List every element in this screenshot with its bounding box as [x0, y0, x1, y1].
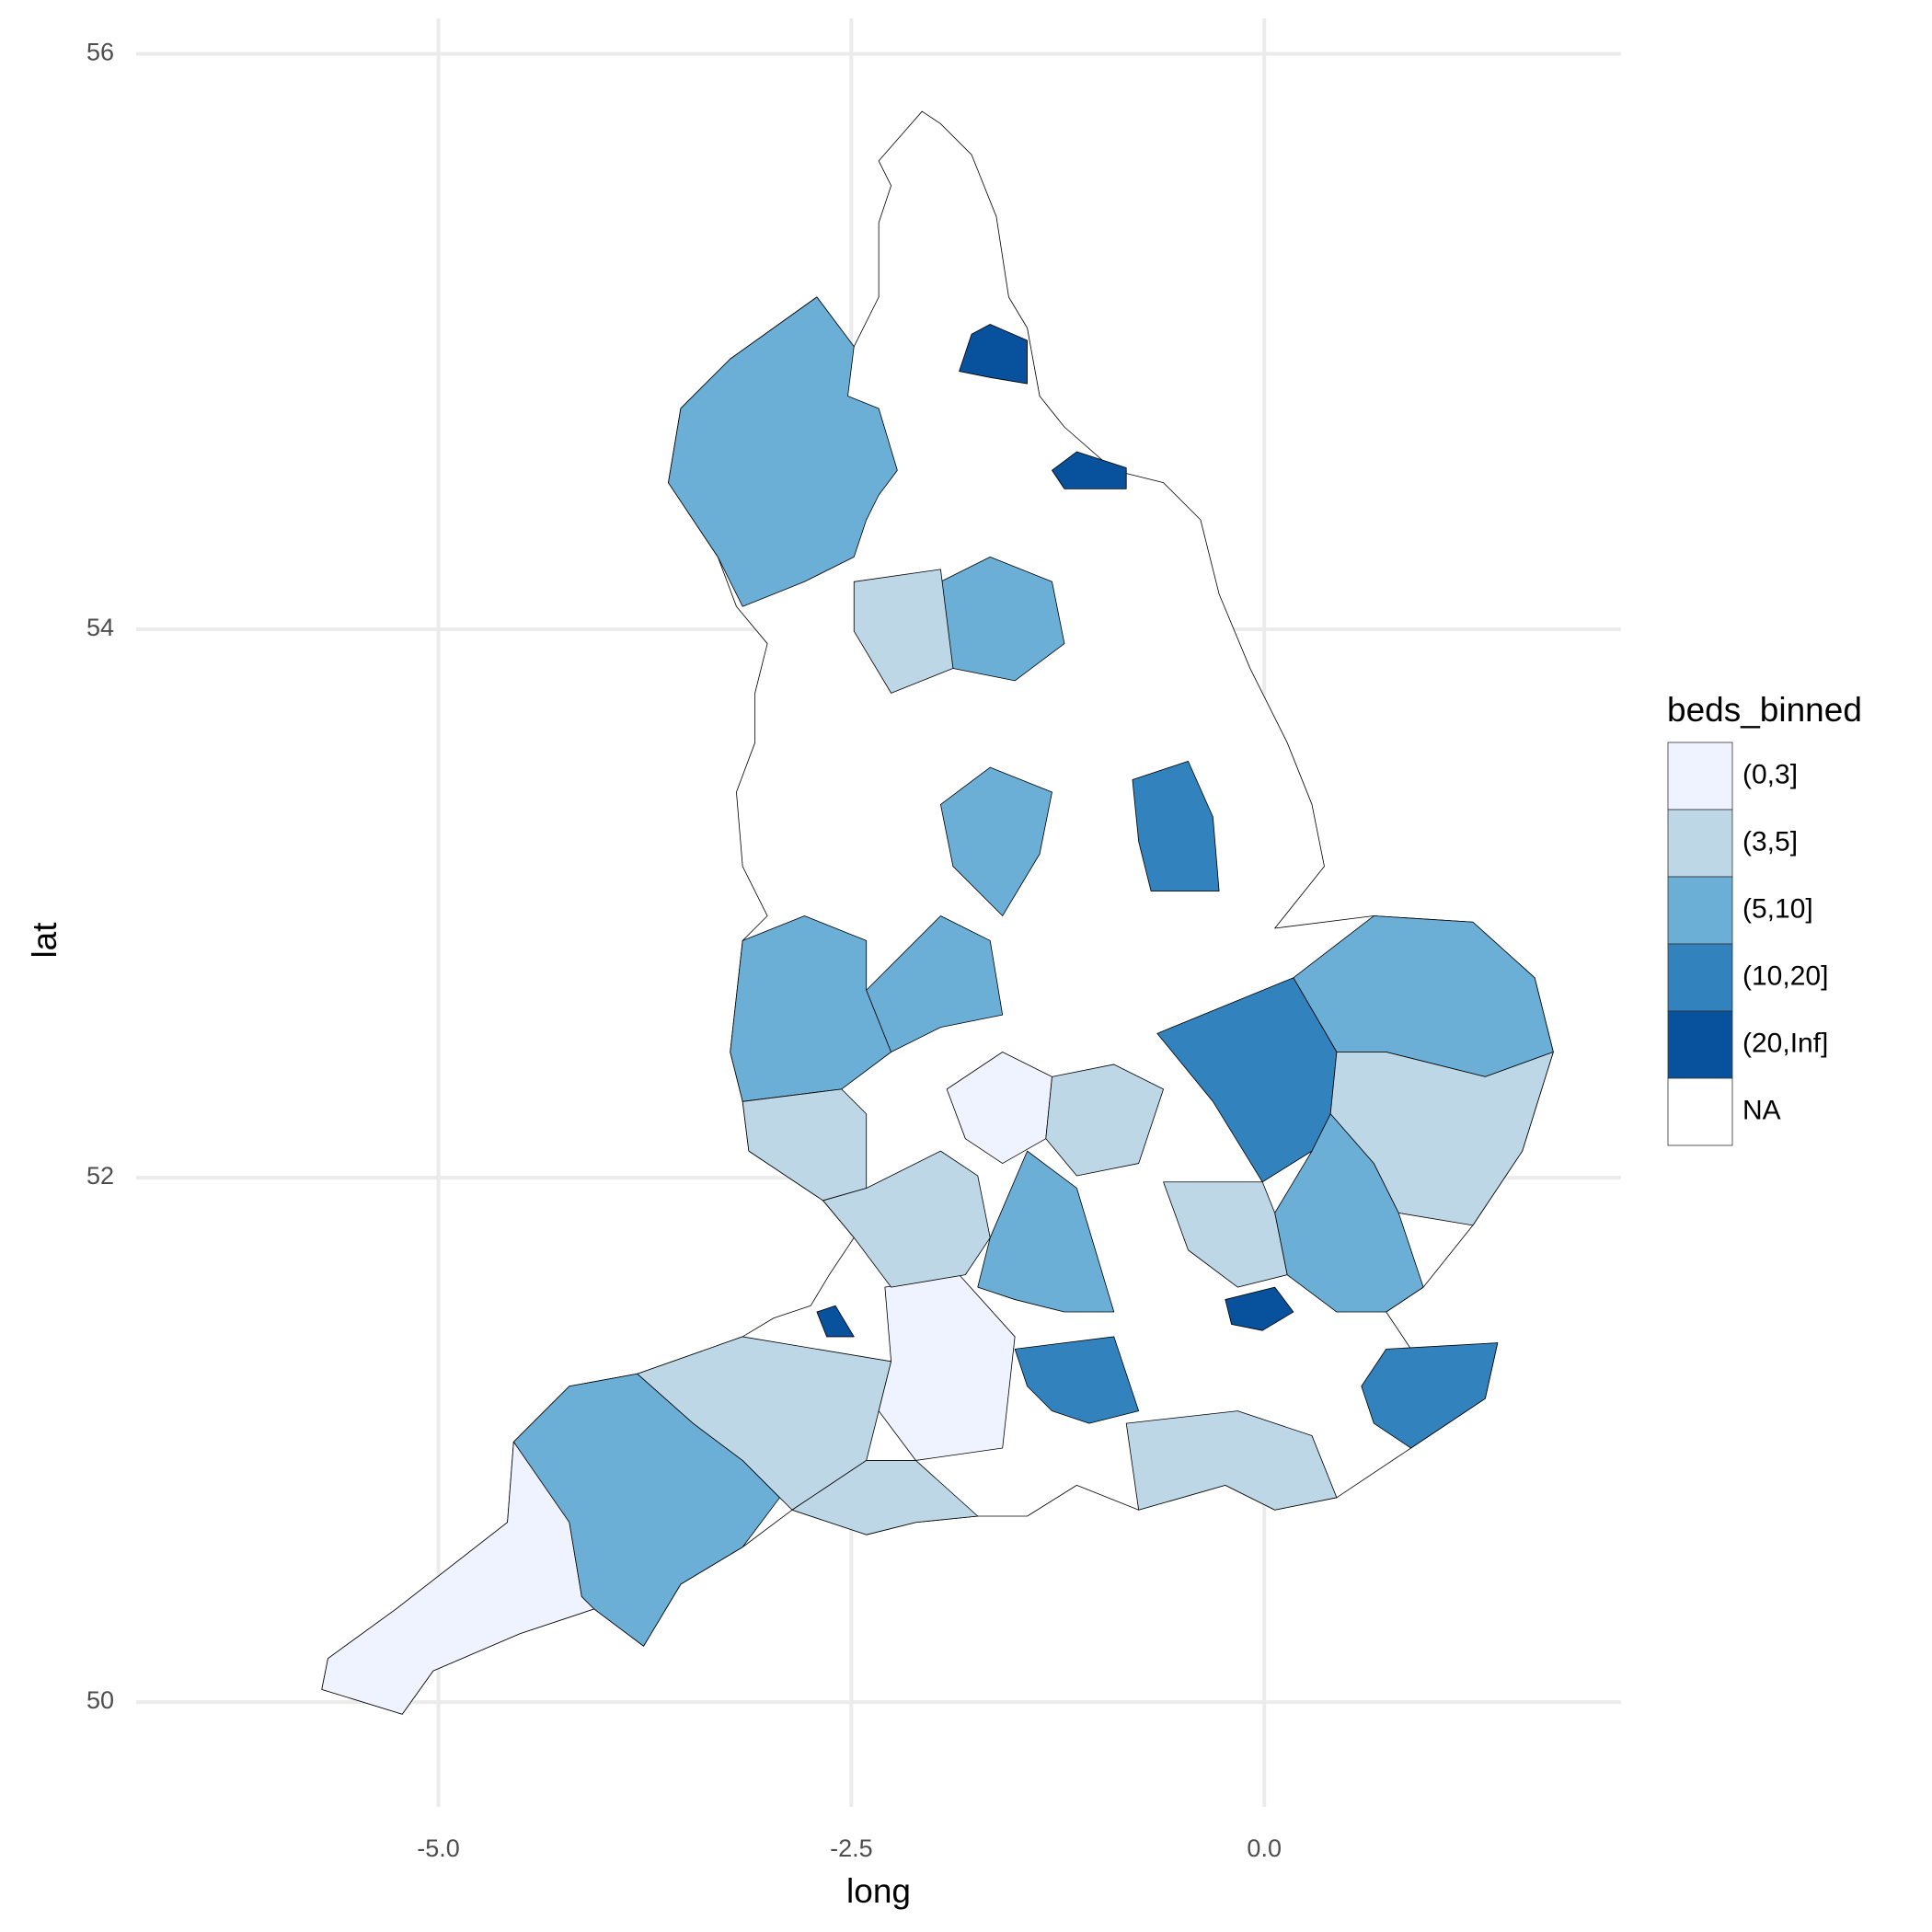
- x-tick-label: 0.0: [1247, 1834, 1282, 1862]
- region: [668, 296, 898, 607]
- y-tick-label: 54: [86, 614, 114, 641]
- region: [1052, 451, 1127, 489]
- legend-key: [1667, 1077, 1733, 1146]
- region: [816, 1305, 855, 1338]
- region: [977, 1150, 1115, 1313]
- legend-key: [1667, 876, 1733, 945]
- region: [791, 1460, 979, 1535]
- region: [1361, 1342, 1499, 1449]
- england-outline: [321, 110, 1554, 1715]
- legend-key: [1667, 1010, 1733, 1079]
- y-tick-label: 56: [86, 39, 114, 66]
- legend-label: (3,5]: [1742, 826, 1798, 857]
- region: [1225, 1286, 1294, 1331]
- y-axis-title: lat: [26, 922, 63, 959]
- region: [1014, 1336, 1140, 1424]
- region: [1125, 1410, 1338, 1511]
- x-tick-label: -2.5: [830, 1834, 873, 1862]
- legend-label: NA: [1742, 1095, 1781, 1125]
- labels: long lat beds_binned: [26, 691, 1862, 1910]
- region: [940, 766, 1052, 916]
- region: [866, 915, 1004, 1052]
- legend-key: [1667, 742, 1733, 811]
- legend-key: [1667, 809, 1733, 878]
- legend-label: (5,10]: [1742, 893, 1813, 924]
- region: [1163, 1181, 1288, 1288]
- map: [321, 110, 1554, 1715]
- region: [959, 324, 1029, 385]
- region: [853, 569, 954, 694]
- legend-label: (20,Inf]: [1742, 1028, 1828, 1058]
- region: [742, 1088, 868, 1202]
- legend-title: beds_binned: [1667, 691, 1862, 729]
- region: [1132, 760, 1220, 892]
- legend-key: [1667, 943, 1733, 1012]
- region: [1045, 1064, 1164, 1177]
- y-tick-label: 50: [86, 1686, 114, 1714]
- legend-label: (0,3]: [1742, 759, 1798, 789]
- y-tick-label: 52: [86, 1162, 114, 1190]
- x-tick-label: -5.0: [417, 1834, 460, 1862]
- x-axis-title: long: [846, 1872, 911, 1910]
- legend-label: (10,20]: [1742, 960, 1828, 991]
